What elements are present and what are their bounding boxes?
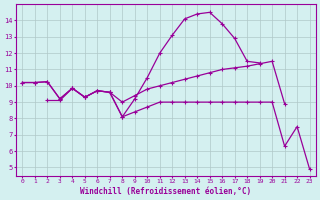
X-axis label: Windchill (Refroidissement éolien,°C): Windchill (Refroidissement éolien,°C) (80, 187, 252, 196)
